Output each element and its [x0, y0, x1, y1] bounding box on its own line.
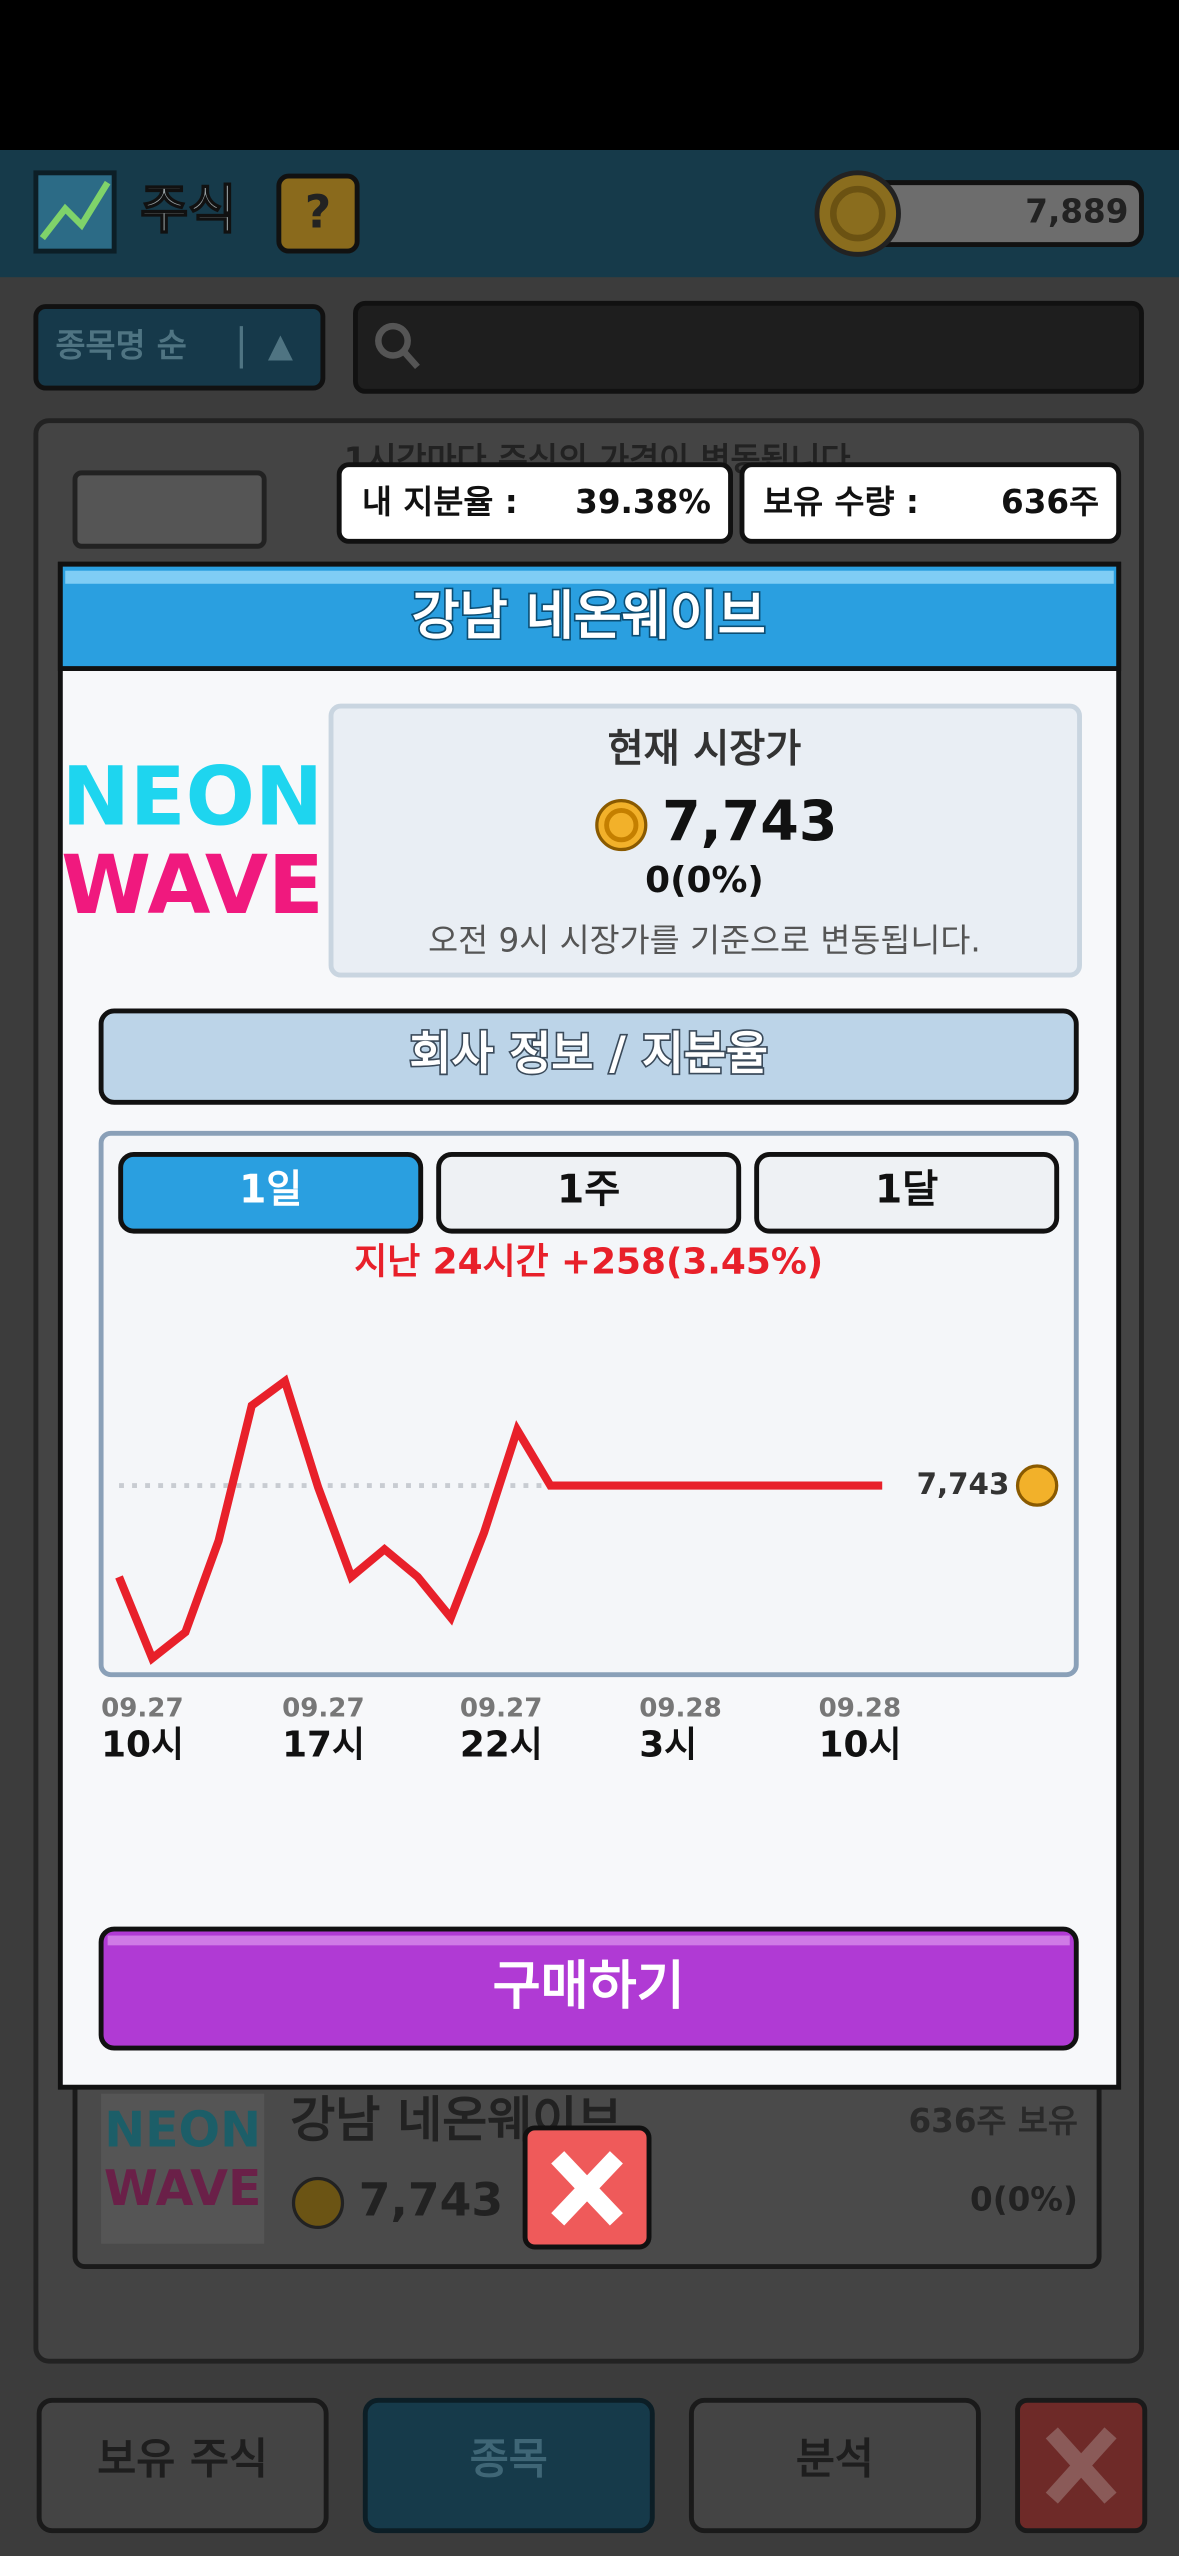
x-hour-label: 10시: [101, 1724, 184, 1765]
period-tab-label: 1달: [875, 1167, 938, 1212]
stock-card-logo-top: NEON: [104, 2101, 261, 2158]
quantity-chip-label: 보유 수량 :: [763, 483, 919, 521]
stock-card-holding: 636주 보유: [908, 2102, 1077, 2140]
search-icon-handle: [401, 350, 420, 370]
chart-subtitle: 지난 24시간 +258(3.45%): [354, 1242, 823, 1283]
help-button[interactable]: [276, 173, 360, 254]
status-bar: [0, 0, 1179, 151]
price-note: 오전 9시 시장가를 기준으로 변동됩니다.: [428, 922, 981, 960]
close-icon: [551, 2151, 623, 2226]
price-box: [328, 703, 1082, 978]
x-date-label: 09.28: [639, 1693, 722, 1723]
buy-button-label: 구매하기: [493, 1956, 685, 2016]
x-date-label: 09.27: [101, 1693, 184, 1723]
x-date-label: 09.27: [460, 1693, 543, 1723]
share-chip-value: 39.38%: [575, 483, 711, 521]
chart-panel: [98, 1130, 1079, 1678]
price-heading: 현재 시장가: [608, 727, 802, 772]
coin-icon-inner: [830, 185, 886, 242]
period-tab-label: 1일: [239, 1167, 302, 1212]
modal-title-highlight: [65, 570, 1114, 584]
sort-label: 종목명 순: [55, 326, 186, 364]
reference-label: 7,743: [917, 1467, 1010, 1501]
stock-card-change: 0(0%): [970, 2180, 1078, 2218]
price-coin: [595, 799, 648, 852]
stock-card-logo-bottom: WAVE: [104, 2160, 262, 2217]
price-line: [115, 1374, 883, 1665]
quantity-chip: [739, 462, 1122, 544]
period-tab-label: 1주: [557, 1167, 620, 1212]
price-change: 0(0%): [645, 860, 764, 901]
header-title: 주식: [140, 181, 236, 241]
search-box[interactable]: [353, 300, 1144, 394]
x-date-label: 09.27: [282, 1693, 365, 1723]
line-chart: 7,74309.2710시09.2717시09.2722시09.283시09.2…: [101, 1374, 1059, 1765]
logo-bottom: WAVE: [61, 838, 324, 933]
stock-icon-line: [39, 180, 111, 241]
stock-icon: [33, 170, 117, 254]
coin-balance: 7,889: [1025, 193, 1128, 231]
period-tabs: 1일 1주 1달: [118, 1152, 1060, 1234]
sort-arrow: ▲: [268, 326, 293, 364]
tab-stocks[interactable]: [362, 2397, 655, 2534]
stock-card-coin: [291, 2176, 345, 2230]
stock-card-logo-bg: [101, 2093, 265, 2244]
info-button[interactable]: [98, 1008, 1079, 1105]
buy-button[interactable]: [98, 1926, 1079, 2051]
tab-holdings[interactable]: [36, 2397, 329, 2534]
logo-top: NEON: [62, 750, 323, 845]
period-tab[interactable]: [754, 1152, 1060, 1234]
x-hour-label: 17시: [282, 1724, 365, 1765]
tab-analysis-label: 분석: [796, 2435, 874, 2484]
share-chip: [336, 462, 734, 544]
modal-title: 강남 네온웨이브: [412, 587, 766, 647]
quantity-chip-value: 636주: [1001, 483, 1099, 521]
search-icon: [375, 322, 411, 359]
current-price: 7,743: [662, 790, 837, 854]
price-coin-inner: [604, 807, 639, 843]
x-hour-label: 10시: [819, 1724, 902, 1765]
reference-coin: [1015, 1464, 1059, 1507]
info-button-label: 회사 정보 / 지분율: [410, 1027, 768, 1080]
buy-button-highlight: [107, 1935, 1070, 1946]
x-hour-label: 22시: [460, 1724, 543, 1765]
list-item-top: [72, 470, 267, 549]
coin-icon: [814, 170, 901, 257]
sort-button[interactable]: [33, 304, 326, 391]
stock-card-price: 7,743: [359, 2173, 503, 2226]
exit-icon: [1045, 2427, 1117, 2504]
tab-stocks-label: 종목: [470, 2435, 548, 2484]
help-icon: ?: [305, 186, 331, 239]
period-tab[interactable]: [118, 1152, 424, 1234]
period-tab[interactable]: [436, 1152, 742, 1234]
x-hour-label: 3시: [639, 1724, 697, 1765]
x-date-label: 09.28: [819, 1693, 902, 1723]
share-chip-label: 내 지분율 :: [362, 483, 518, 521]
tab-analysis[interactable]: [688, 2397, 981, 2534]
tab-holdings-label: 보유 주식: [97, 2435, 268, 2484]
